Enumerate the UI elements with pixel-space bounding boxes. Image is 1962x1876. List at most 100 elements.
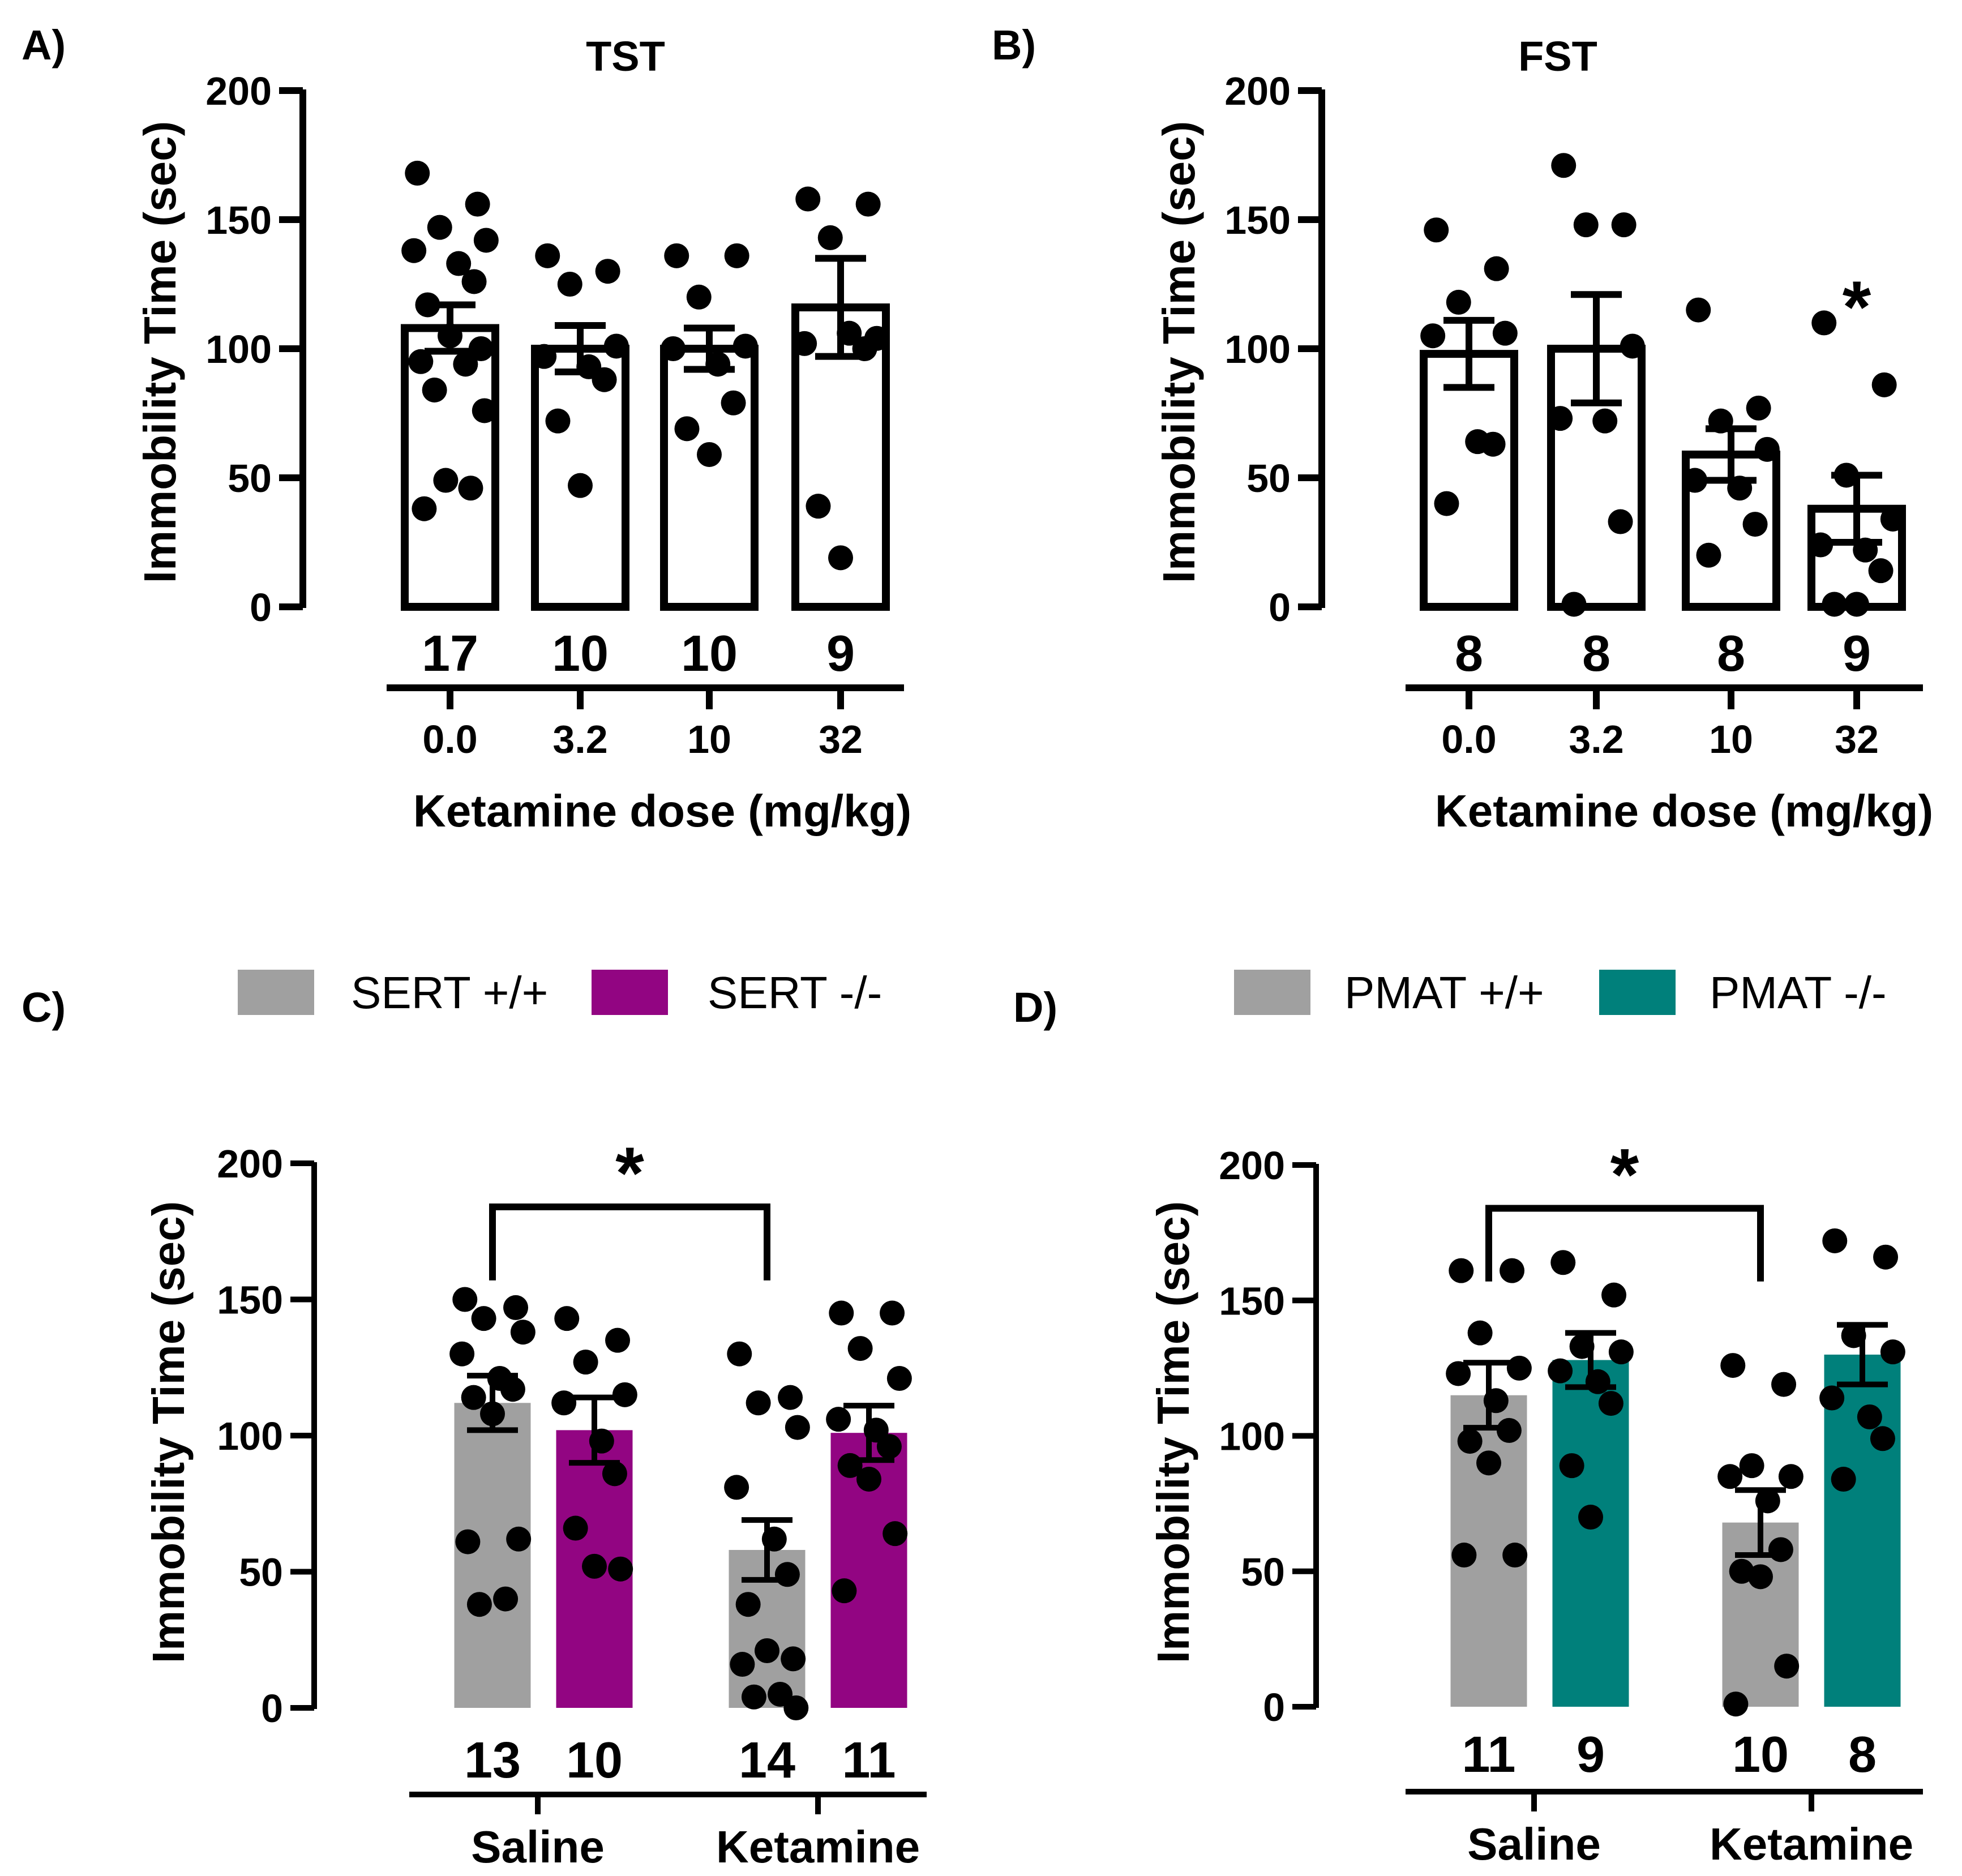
data-point: [1811, 310, 1837, 336]
bar: [454, 1403, 531, 1708]
y-tick-label: 200: [1224, 69, 1291, 113]
data-point: [535, 243, 560, 268]
x-tick-label: 32: [819, 717, 863, 761]
data-point: [721, 390, 746, 416]
data-point: [471, 1306, 496, 1331]
data-point: [557, 272, 582, 297]
data-point: [1476, 1450, 1501, 1476]
y-tick-label: 0: [1263, 1685, 1285, 1729]
panel-a: A) TST Immobility Time (sec) Ketamine do…: [22, 22, 911, 836]
data-point: [468, 336, 494, 361]
data-point: [1696, 542, 1721, 568]
data-point: [1870, 1426, 1895, 1451]
data-point: [785, 1415, 810, 1440]
y-tick-label: 0: [261, 1686, 283, 1731]
data-point: [783, 1695, 809, 1720]
y-tick-label: 150: [1224, 198, 1291, 242]
y-tick-label: 50: [239, 1551, 283, 1595]
data-point: [1561, 592, 1587, 617]
data-point: [465, 191, 490, 217]
data-point: [545, 408, 571, 434]
data-point: [1611, 212, 1637, 238]
data-point: [1608, 509, 1633, 534]
data-point: [1420, 323, 1446, 349]
data-point: [573, 1350, 598, 1375]
data-point: [503, 1295, 529, 1320]
y-tick-label: 200: [217, 1142, 283, 1186]
data-point: [1506, 1355, 1532, 1381]
data-point: [755, 1638, 779, 1663]
n-label: 17: [422, 626, 478, 682]
data-point: [661, 336, 686, 361]
panel-b-letter: B): [992, 22, 1036, 68]
y-tick-label: 100: [1219, 1415, 1285, 1459]
data-point: [1723, 1691, 1749, 1717]
legend-swatch: [1599, 970, 1676, 1015]
data-point: [1548, 1358, 1573, 1384]
bar: [1420, 350, 1518, 611]
data-point: [730, 1652, 755, 1677]
data-point: [455, 1529, 481, 1554]
data-point: [741, 1684, 766, 1710]
data-point: [674, 416, 700, 442]
group-label: Ketamine: [716, 1822, 920, 1872]
panel-d: D) Immobility Time (sec) 0 50 100 150 200 11 9…: [1013, 967, 1923, 1869]
y-tick-label: 100: [1224, 327, 1291, 371]
data-point: [500, 1377, 525, 1402]
data-point: [832, 1578, 857, 1604]
y-tick-label: 150: [1219, 1279, 1285, 1323]
x-tick-label: 0.0: [1441, 717, 1496, 761]
data-point: [433, 468, 459, 493]
significance-star: *: [1843, 265, 1871, 348]
data-point: [697, 442, 722, 467]
data-point: [1778, 1464, 1804, 1489]
data-point: [746, 1390, 771, 1416]
panel-d-letter: D): [1013, 984, 1057, 1031]
data-point: [422, 377, 447, 402]
data-point: [1880, 1339, 1905, 1365]
data-point: [664, 243, 689, 268]
n-label: 10: [1732, 1727, 1789, 1783]
panel-c-y-axis-title: Immobility Time (sec): [143, 1201, 194, 1664]
panel-a-letter: A): [22, 22, 66, 68]
y-tick-label: 0: [250, 585, 272, 629]
n-label: 8: [1455, 626, 1483, 682]
data-point: [446, 251, 472, 276]
x-tick-label: 3.2: [552, 717, 607, 761]
n-label: 10: [566, 1732, 623, 1789]
data-point: [401, 238, 427, 263]
significance-bracket: [1485, 1205, 1764, 1282]
data-point: [1819, 1385, 1845, 1411]
data-point: [1808, 532, 1834, 558]
legend-label: PMAT +/+: [1344, 967, 1544, 1018]
data-point: [732, 333, 758, 359]
data-point: [1822, 1228, 1848, 1253]
data-point: [449, 1341, 475, 1367]
data-point: [1446, 289, 1471, 315]
data-point: [458, 476, 483, 501]
data-point: [876, 1434, 902, 1459]
panel-b-y-axis-title: Immobility Time (sec): [1154, 121, 1204, 584]
data-point: [1771, 1372, 1797, 1397]
data-point: [795, 186, 821, 212]
legend-label: SERT -/-: [708, 967, 882, 1018]
data-point: [427, 215, 452, 240]
n-label: 14: [739, 1732, 795, 1789]
data-point: [774, 1562, 800, 1587]
data-point: [568, 473, 593, 498]
data-point: [847, 1336, 873, 1361]
data-point: [1768, 1537, 1793, 1562]
significance-star: *: [615, 1132, 644, 1214]
n-label: 10: [552, 626, 609, 682]
data-point: [532, 344, 557, 369]
group-label: Saline: [1467, 1819, 1601, 1869]
data-point: [817, 225, 843, 250]
data-point: [466, 1592, 492, 1617]
panel-b-title: FST: [1518, 33, 1597, 80]
bar: [660, 345, 759, 611]
panel-c-letter: C): [22, 984, 66, 1031]
n-label: 13: [464, 1732, 521, 1789]
x-tick-label: 10: [1709, 717, 1753, 761]
data-point: [1451, 1543, 1477, 1568]
